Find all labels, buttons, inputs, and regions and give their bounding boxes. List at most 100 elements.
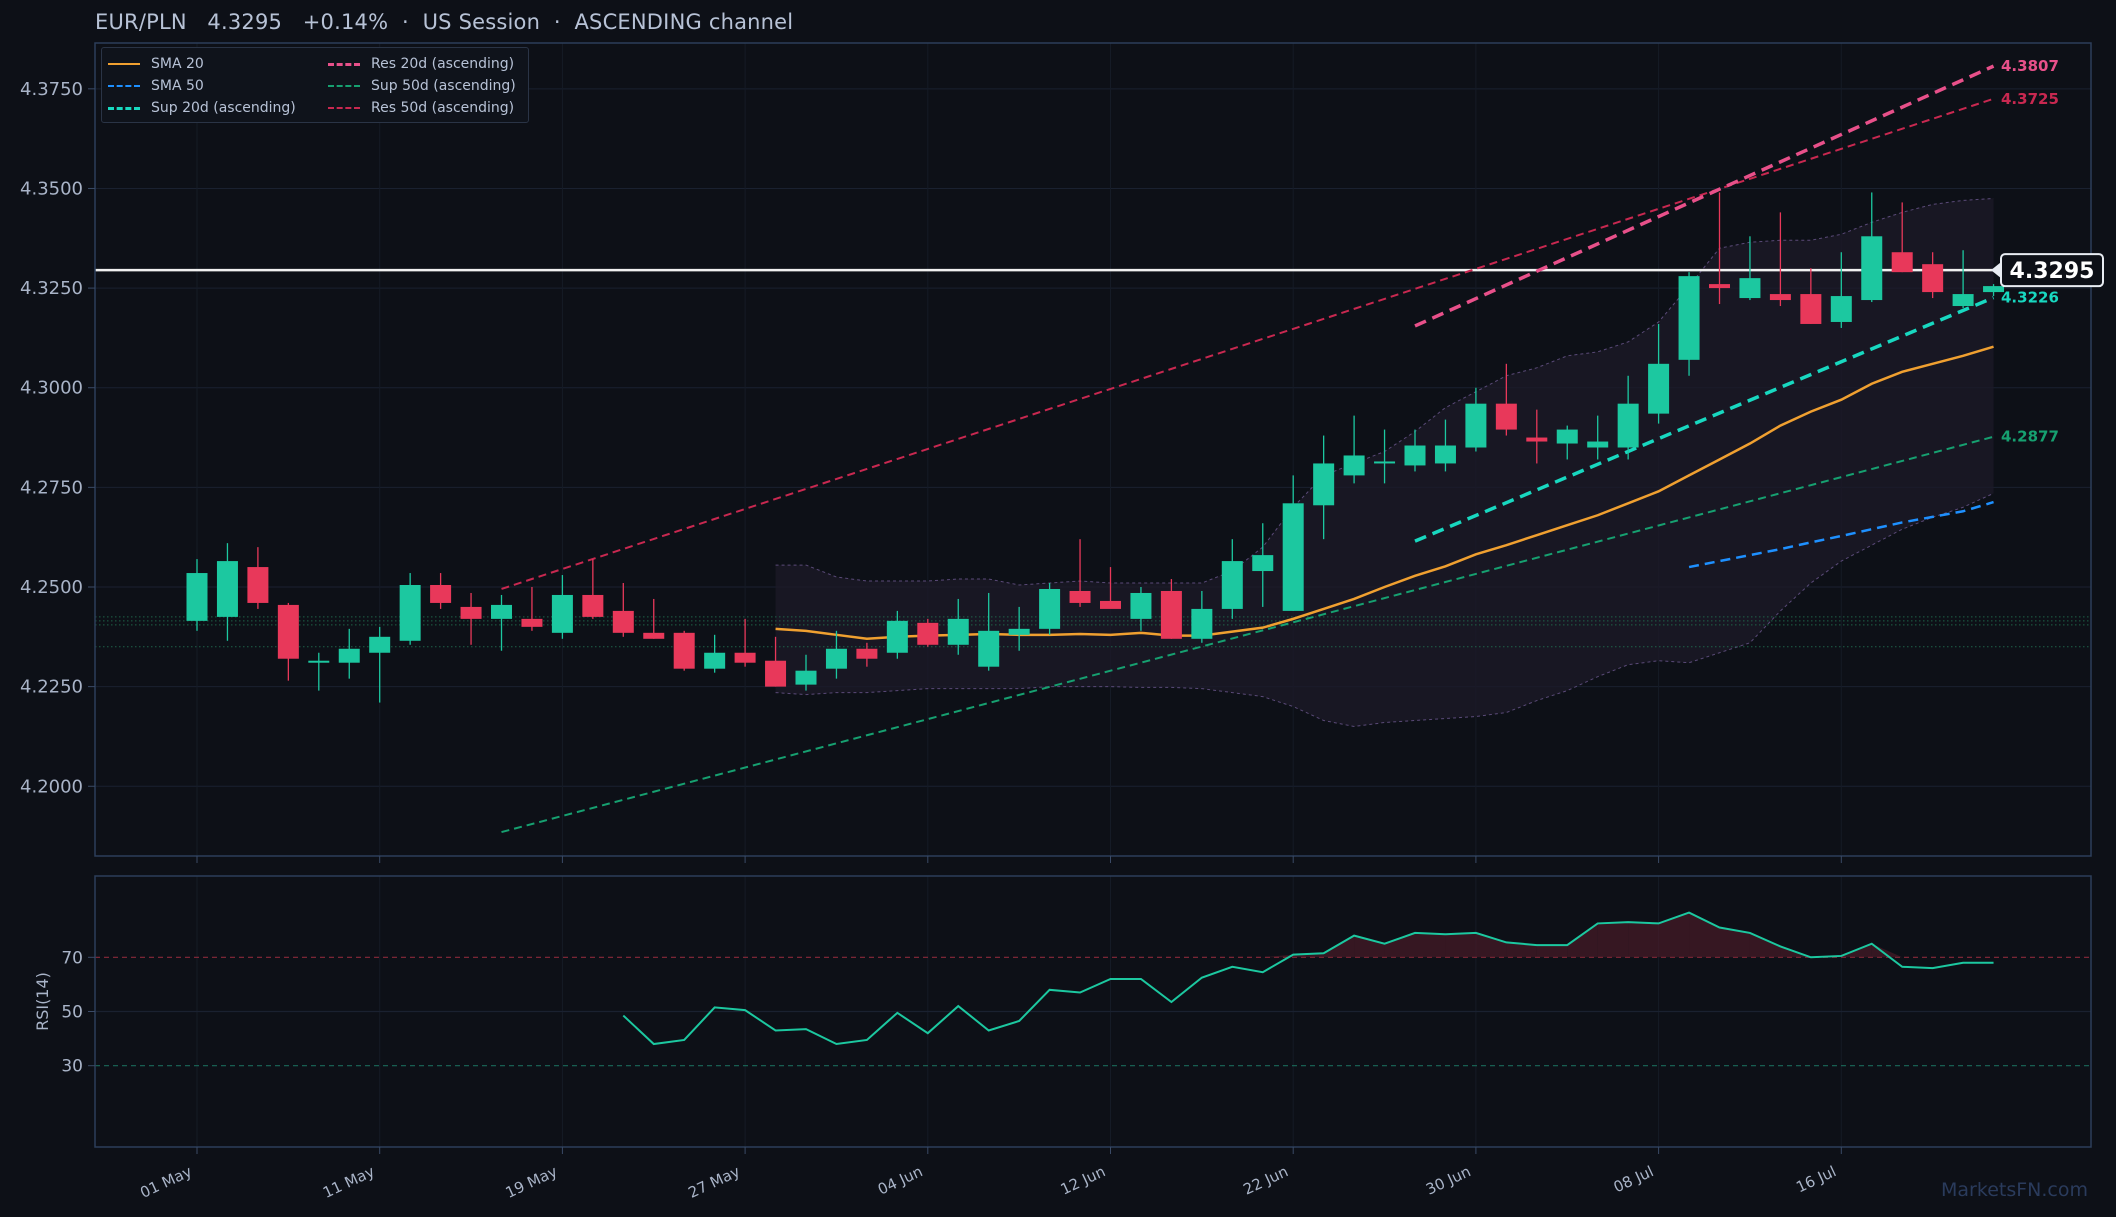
candle-body: [917, 622, 939, 645]
candle-body: [1587, 441, 1609, 448]
end-label-sup20: 4.3226: [2001, 289, 2059, 307]
rsi-overbought-fill: [1506, 942, 1537, 958]
candle-body: [765, 660, 787, 687]
candle-body: [1556, 429, 1578, 444]
candle-body: [1282, 503, 1304, 611]
candle-body: [643, 632, 665, 639]
candle-body: [1100, 600, 1121, 609]
candle-body: [1252, 555, 1274, 572]
legend-item-sma50: SMA 50: [108, 78, 204, 94]
legend-label: SMA 20: [151, 56, 204, 72]
candle-body: [1465, 403, 1487, 448]
y-tick-label: 4.2250: [20, 677, 83, 698]
candle-body: [734, 652, 756, 663]
rsi-axis-label: RSI(14): [33, 972, 52, 1031]
candle-body: [430, 585, 452, 603]
rsi-overbought-fill: [1871, 943, 1903, 958]
y-tick-label: 4.3500: [20, 178, 83, 199]
candle-body: [947, 618, 969, 645]
legend-label: Sup 20d (ascending): [151, 100, 296, 116]
res20-line: [1414, 64, 1995, 328]
candle-body: [1678, 276, 1700, 360]
sup20-line: [1414, 296, 1995, 543]
end-label-res50: 4.3725: [2001, 90, 2059, 108]
candle-body: [1739, 278, 1761, 299]
x-tick-label: 19 May: [503, 1162, 560, 1202]
candle-body: [856, 648, 878, 659]
candle-body: [1374, 461, 1396, 464]
rsi-y-tick-label: 50: [61, 1003, 83, 1023]
x-tick-label: 30 Jun: [1423, 1162, 1473, 1198]
x-tick-label: 22 Jun: [1240, 1162, 1290, 1198]
candle-body: [673, 632, 695, 669]
candle-body: [247, 567, 269, 603]
sup50-line: [501, 435, 1994, 834]
candle-body: [338, 648, 360, 663]
candle-body: [1617, 403, 1639, 448]
candle-body: [1130, 592, 1152, 619]
legend-item-sup20: Sup 20d (ascending): [108, 100, 296, 116]
candle-body: [1039, 588, 1061, 629]
candle-body: [1343, 455, 1365, 476]
y-tick-label: 4.2750: [20, 477, 83, 498]
x-tick-label: 27 May: [685, 1162, 742, 1202]
chart-title: EUR/PLN 4.3295 +0.14% · US Session · ASC…: [95, 10, 794, 34]
rsi-y-tick-label: 70: [61, 948, 83, 968]
y-tick-label: 4.2500: [20, 577, 83, 598]
candle-body: [1922, 264, 1944, 293]
candle-body: [1983, 286, 2005, 293]
rsi-overbought-fill: [1536, 945, 1568, 958]
y-tick-label: 4.3000: [20, 378, 83, 399]
candle-body: [491, 604, 512, 619]
end-label-sup50: 4.2877: [2001, 428, 2059, 446]
candle-body: [1495, 403, 1517, 430]
y-tick-label: 4.3250: [20, 278, 83, 299]
legend-label: Sup 50d (ascending): [371, 78, 516, 94]
candle-body: [1830, 296, 1852, 322]
y-tick-label: 4.2000: [20, 776, 83, 797]
candle-body: [795, 670, 817, 685]
main-panel-frame: [94, 42, 2092, 857]
chart-legend: SMA 20 SMA 50 Sup 20d (ascending) Res 20d (…: [101, 47, 529, 123]
candle-body: [308, 660, 330, 663]
rsi-overbought-fill: [1628, 922, 1659, 958]
candle-body: [1769, 294, 1791, 301]
rsi-overbought-fill: [1567, 923, 1598, 958]
candle-body: [277, 604, 299, 659]
x-tick-label: 11 May: [320, 1162, 377, 1202]
legend-swatch-sma20: [108, 63, 140, 65]
candle-body: [1648, 363, 1670, 414]
rsi-overbought-fill: [1445, 932, 1476, 958]
candle-body: [1526, 437, 1548, 442]
candle-body: [1008, 628, 1030, 635]
candle-body: [825, 648, 847, 669]
res50-line: [501, 97, 1994, 590]
rsi-overbought-fill: [1719, 927, 1750, 958]
legend-swatch-res50: [328, 107, 360, 109]
legend-label: Res 20d (ascending): [371, 56, 515, 72]
rsi-overbought-fill: [1384, 932, 1415, 958]
rsi-overbought-fill: [1354, 935, 1385, 958]
candle-body: [1952, 294, 1974, 307]
x-tick-label: 01 May: [137, 1162, 194, 1202]
legend-item-sup50: Sup 50d (ascending): [328, 78, 516, 94]
current-price-label: 4.3295: [2010, 259, 2095, 284]
candle-body: [1861, 236, 1883, 301]
rsi-overbought-fill: [1262, 954, 1294, 958]
level-lines: [95, 268, 2091, 648]
rsi-overbought-fill: [1597, 922, 1629, 958]
candle-body: [582, 594, 604, 617]
rsi-panel: [622, 911, 1994, 1046]
rsi-overbought-fill: [1658, 912, 1690, 958]
legend-item-sma20: SMA 20: [108, 56, 204, 72]
rsi-y-tick-label: 30: [61, 1057, 83, 1077]
candle-body: [1069, 590, 1091, 603]
sma50-line: [1688, 500, 1994, 569]
candle-body: [1800, 294, 1822, 324]
current-price-pointer: [1991, 262, 2001, 279]
rsi-overbought-fill: [1749, 932, 1781, 958]
end-labels: 4.3807 4.3725 4.3226 4.2877 4.3295: [1991, 57, 2104, 446]
candle-body: [551, 594, 573, 633]
bollinger-lower: [775, 492, 1994, 727]
